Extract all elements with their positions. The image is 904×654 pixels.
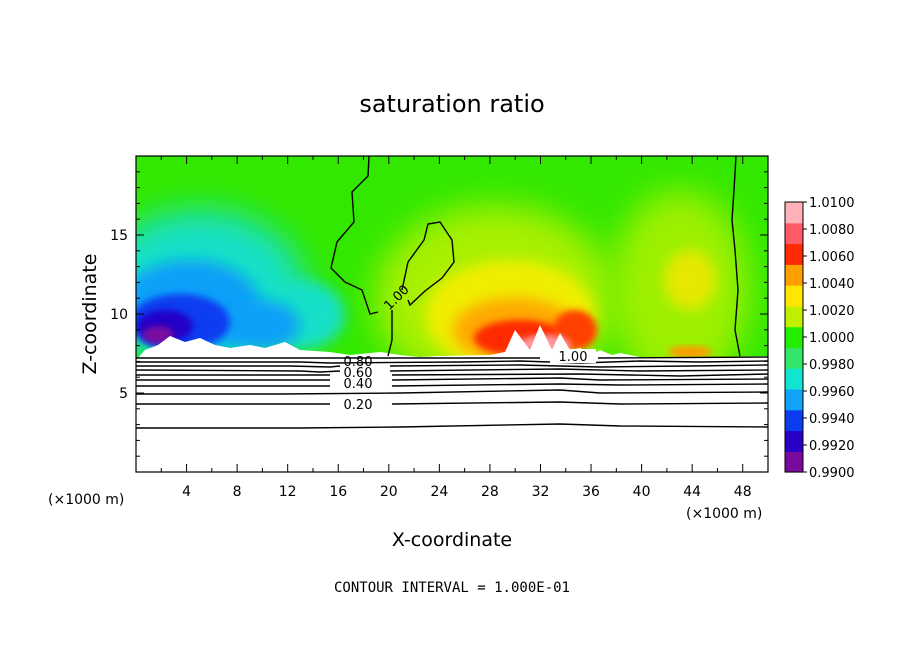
x-axis-ticks: 4 8 12 16 20 24 28 32 36 40 44 48 [160,156,752,500]
contour-0p50 [136,377,769,381]
contour-label: 1.00 [559,350,588,365]
contour-label: 0.60 [344,366,373,381]
x-tick-label: 32 [532,484,550,500]
y-axis-ticks: 5 10 15 [110,171,768,457]
contour-1p00-mid [401,221,455,307]
contour-0p10 [136,423,769,429]
contour-0p60 [136,373,769,377]
colorbar: 0.9900 0.9920 0.9940 0.9960 0.9980 1.0000 1.00… [784,196,855,481]
y-tick-label: 5 [119,386,128,402]
contour-lines [135,155,769,429]
colorbar-swatch [785,243,803,265]
x-axis-unit: (×1000 m) [686,506,762,522]
colorbar-label: 1.0020 [809,304,855,319]
colorbar-swatches [785,202,803,473]
colorbar-swatch [785,222,803,245]
x-tick-label: 12 [279,484,297,500]
x-tick-label: 24 [430,484,448,500]
field-patch [668,346,712,358]
y-tick-label: 10 [110,307,128,323]
colorbar-label: 1.0040 [809,277,855,292]
x-tick-label: 40 [633,484,651,500]
contour-label: 0.20 [344,398,373,413]
contour-0p80 [136,364,769,368]
contour-label-bg [334,397,384,411]
colorbar-swatch [785,430,803,452]
contour-0p70 [135,368,769,373]
colorbar-label: 1.0100 [809,196,855,211]
contour-1p00-mid-low [387,310,393,357]
colorbar-swatch [785,451,803,473]
y-tick-label: 15 [110,228,128,244]
contour-label-bg [550,349,596,363]
contour-0p30 [136,389,769,395]
field-patch [664,250,716,310]
colorbar-label: 1.0000 [809,331,855,346]
contour-1p00-right [731,155,741,357]
contour-label: 0.80 [344,355,373,370]
field-patch [220,300,300,350]
x-tick-label: 44 [683,484,701,500]
contour-0p20 [136,401,769,405]
colorbar-swatch [785,388,803,411]
x-tick-label: 36 [582,484,600,500]
colorbar-swatch [785,264,803,286]
contour-interval-note: CONTOUR INTERVAL = 1.000E-01 [334,580,570,596]
colorbar-swatch [785,368,803,390]
colorbar-swatch [785,347,803,369]
colorbar-labels: 0.9900 0.9920 0.9940 0.9960 0.9980 1.0000 1.00… [803,196,855,481]
x-tick-label: 28 [481,484,499,500]
colorbar-label: 1.0080 [809,223,855,238]
contour-0p90 [136,360,769,364]
chart-title: saturation ratio [359,90,544,118]
colorbar-swatch [785,409,803,432]
colorbar-label: 0.9940 [809,412,855,427]
contour-0p40 [136,383,769,387]
x-tick-label: 4 [182,484,191,500]
colorbar-label: 0.9980 [809,358,855,373]
colorbar-label: 1.0060 [809,250,855,265]
colorbar-label: 0.9920 [809,439,855,454]
x-tick-label: 16 [329,484,347,500]
colorbar-label: 0.9960 [809,385,855,400]
contour-label-group: 1.00 1.00 0.80 0.60 0.40 0.20 [334,283,596,413]
y-axis-unit: (×1000 m) [48,492,124,508]
contour-1p00-left [330,155,379,315]
x-tick-label: 48 [734,484,752,500]
plot-area [136,156,768,472]
colorbar-swatch [785,326,803,348]
contour-1p00-base [136,356,769,359]
x-tick-label: 20 [380,484,398,500]
colorbar-label: 0.9900 [809,466,855,481]
y-axis-label: Z-coordinate [79,254,101,375]
colorbar-swatch [785,285,803,307]
colorbar-swatch [785,202,803,224]
contour-label: 0.40 [344,377,373,392]
colorbar-swatch [785,305,803,328]
x-tick-label: 8 [233,484,242,500]
x-axis-label: X-coordinate [392,529,512,551]
